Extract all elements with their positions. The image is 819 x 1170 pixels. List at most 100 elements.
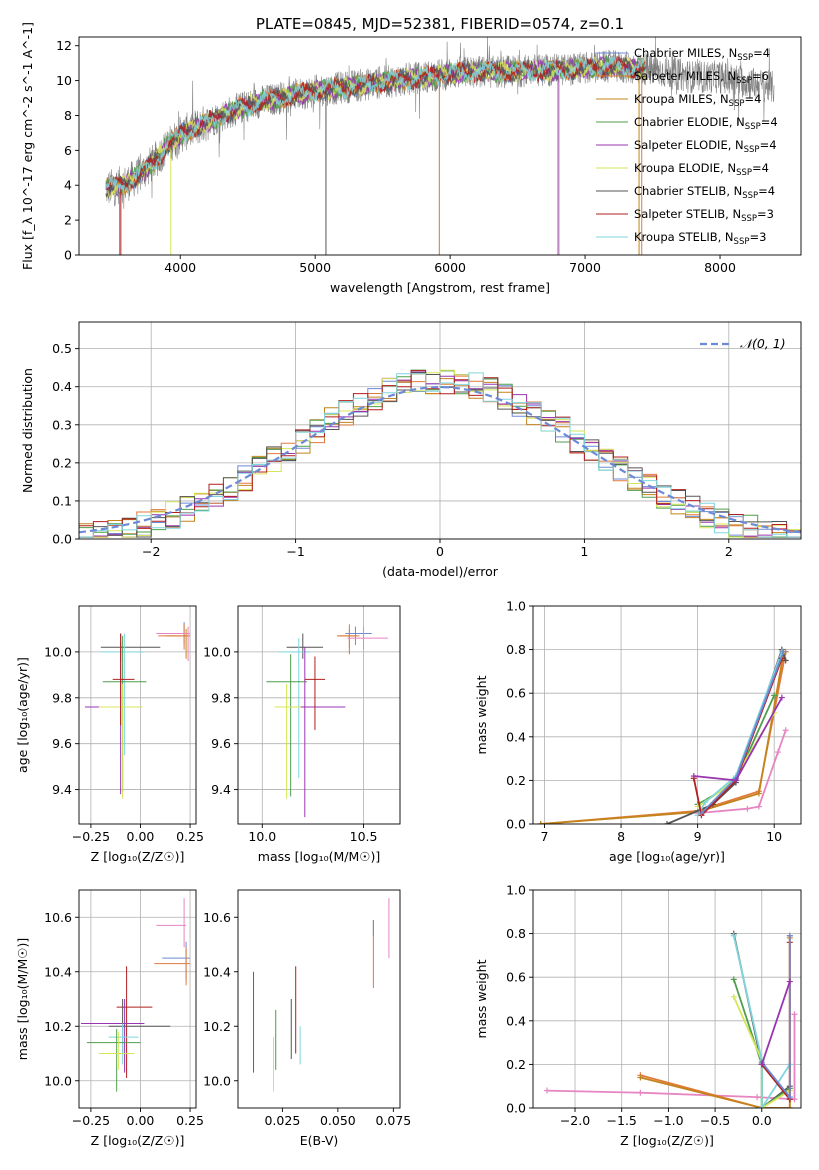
x-tick-label: −2 xyxy=(142,544,160,559)
x-tick-label: 0.25 xyxy=(176,1113,204,1128)
weight-marker xyxy=(786,1094,793,1101)
y-axis-label: mass weight xyxy=(474,959,489,1038)
legend-label: Chabrier MILES, NSSP=4 xyxy=(634,46,770,63)
x-axis-label: mass [log₁₀(M/M☉)] xyxy=(258,849,380,864)
weight-marker xyxy=(730,993,737,1000)
axes-mass_vs_Z: −0.25 0.00 0.25 10.0 10.2 10.4 10.6 Z [log₁₀(Z/… xyxy=(15,889,204,1148)
x-tick-label: 0.050 xyxy=(320,1113,356,1128)
weight-marker xyxy=(690,773,697,780)
y-tick-label: 0.0 xyxy=(506,1101,526,1116)
y-tick-label: 0.4 xyxy=(506,729,526,744)
y-tick-label: 10.0 xyxy=(44,1073,72,1088)
y-tick-label: 10.6 xyxy=(203,910,231,925)
x-tick-label: 7 xyxy=(541,829,549,844)
y-tick-label: 0.6 xyxy=(506,686,526,701)
y-tick-label: 12 xyxy=(56,38,72,53)
weight-line-8 xyxy=(761,935,791,1100)
weight-marker xyxy=(782,727,789,734)
y-tick-label: 10.4 xyxy=(203,964,231,979)
weight-marker xyxy=(637,1089,644,1096)
axes-frame xyxy=(78,605,197,825)
x-tick-label: 4000 xyxy=(164,260,196,275)
legend: 𝒩(0, 1) xyxy=(700,336,786,351)
observed-spectrum xyxy=(105,37,775,209)
histogram-5 xyxy=(79,369,801,539)
legend-label: 𝒩(0, 1) xyxy=(740,336,786,351)
x-tick-label: 9 xyxy=(694,829,702,844)
weight-line-0 xyxy=(540,651,787,824)
weight-marker xyxy=(786,978,793,985)
y-tick-label: 10.4 xyxy=(44,964,72,979)
weight-marker xyxy=(730,976,737,983)
axes-layer: 4000 5000 6000 7000 8000024681012wavelength … xyxy=(15,22,802,1148)
x-tick-label: 0.00 xyxy=(127,829,155,844)
x-axis-label: Z [log₁₀(Z/Z☉)] xyxy=(620,1133,714,1148)
axes-frame xyxy=(532,605,802,825)
weight-line-5 xyxy=(697,712,775,808)
axes-age_vs_mass: 10.0 10.5 9.4 9.6 9.8 10.0 mass [log₁₀(M/M☉)] xyxy=(203,605,401,864)
y-tick-label: 9.4 xyxy=(52,782,72,797)
x-tick-label: 0.00 xyxy=(127,1113,155,1128)
legend-label: Chabrier STELIB, NSSP=4 xyxy=(634,184,775,201)
plot-area xyxy=(79,322,801,539)
x-tick-label: −0.25 xyxy=(72,829,110,844)
plot-area xyxy=(79,606,196,824)
weight-marker xyxy=(755,803,762,810)
weight-marker xyxy=(782,657,789,664)
y-tick-label: 0.4 xyxy=(506,1013,526,1028)
weight-line-0 xyxy=(546,1014,796,1101)
x-tick-label: −1.0 xyxy=(653,1113,683,1128)
weight-marker xyxy=(778,694,785,701)
plot-area xyxy=(533,606,801,824)
y-tick-label: 0.8 xyxy=(506,926,526,941)
y-tick-label: 1.0 xyxy=(506,883,526,898)
x-tick-label: 8000 xyxy=(704,260,736,275)
x-tick-label: −0.5 xyxy=(700,1113,730,1128)
axes-frame xyxy=(237,889,401,1109)
x-tick-label: −2.0 xyxy=(560,1113,590,1128)
y-tick-label: 1.0 xyxy=(506,599,526,614)
y-axis-label: mass [log₁₀(M/M☉)] xyxy=(15,938,30,1060)
weight-marker xyxy=(786,1105,793,1108)
x-axis-label: age [log₁₀(age/yr)] xyxy=(609,849,725,864)
plot-area xyxy=(238,606,400,824)
axes-frame xyxy=(78,889,197,1109)
plot-area xyxy=(105,37,775,255)
y-tick-label: 10.0 xyxy=(44,644,72,659)
x-tick-label: 0.075 xyxy=(375,1113,411,1128)
axes-spectrum: 4000 5000 6000 7000 8000 0 2 4 6 8 10 12 wavelength … xyxy=(20,22,802,295)
y-tick-label: 9.4 xyxy=(211,782,231,797)
axes-frame xyxy=(237,605,401,825)
y-tick-label: 0.3 xyxy=(52,417,72,432)
legend: Chabrier MILES, NSSP=4 Salpeter MILES, NS… xyxy=(596,46,778,247)
y-tick-label: 9.8 xyxy=(52,690,72,705)
y-axis-label: Normed distribution xyxy=(20,368,35,493)
y-tick-label: 10.0 xyxy=(203,644,231,659)
axes-weight_vs_Z: −2.0 −1.5 −1.0 −0.5 0.0 0.0 0.2 0.4 0.6 0.8 1.0 Z [… xyxy=(474,883,802,1148)
y-axis-label: age [log₁₀(age/yr)] xyxy=(15,657,30,773)
y-tick-label: 0.6 xyxy=(506,970,526,985)
x-tick-label: −0.25 xyxy=(72,1113,110,1128)
weight-marker xyxy=(755,790,762,797)
y-tick-label: 8 xyxy=(64,108,72,123)
weight-marker xyxy=(775,749,782,756)
weight-marker xyxy=(771,692,778,699)
legend-label: Kroupa ELODIE, NSSP=4 xyxy=(634,161,769,178)
weight-marker xyxy=(544,1087,551,1094)
figure-title: PLATE=0845, MJD=52381, FIBERID=0574, z=0… xyxy=(256,15,624,33)
histogram-8 xyxy=(79,372,801,539)
x-tick-label: 8 xyxy=(617,829,625,844)
model-line-8 xyxy=(105,55,647,195)
axes-frame xyxy=(78,36,802,256)
x-tick-label: 6000 xyxy=(434,260,466,275)
legend-label: Kroupa STELIB, NSSP=3 xyxy=(634,230,766,247)
axes-weight_vs_age: 7 8 9 10 0.0 0.2 0.4 0.6 0.8 1.0 age [log₁₀(age/yr… xyxy=(474,599,802,864)
y-tick-label: 0.0 xyxy=(52,532,72,547)
x-tick-label: 0 xyxy=(436,544,444,559)
weight-marker xyxy=(744,805,751,812)
axes-age_vs_Z: −0.25 0.00 0.25 9.4 9.6 9.8 10.0 Z [log₁₀(Z/Z☉)… xyxy=(15,605,204,864)
x-tick-label: 10 xyxy=(766,829,782,844)
weight-marker xyxy=(730,932,737,939)
y-tick-label: 2 xyxy=(64,213,72,228)
y-axis-label: mass weight xyxy=(474,675,489,754)
